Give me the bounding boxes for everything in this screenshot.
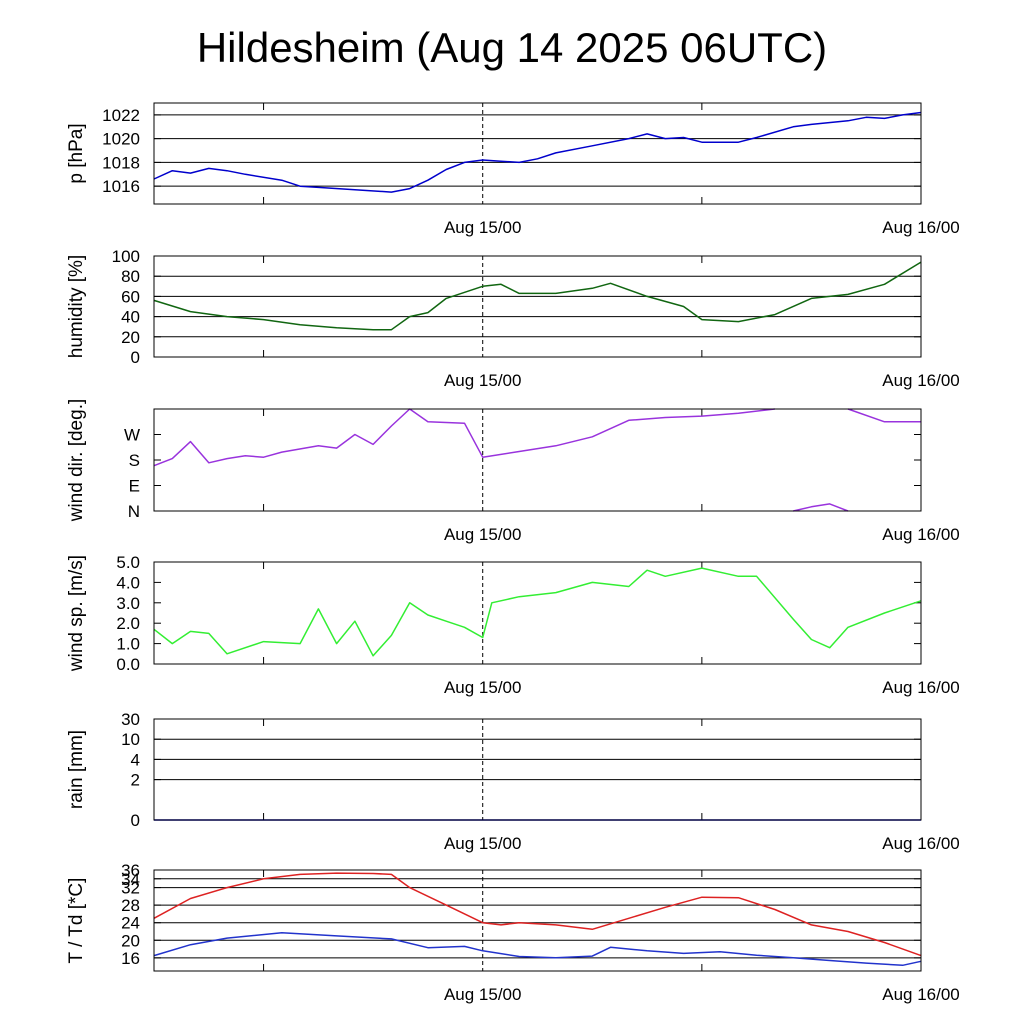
temperature-panel-frame — [153, 869, 922, 972]
wind_speed-ytick-label: 0.0 — [116, 655, 140, 674]
pressure-ytick-label: 1016 — [102, 177, 140, 196]
rain-ytick-label: 2 — [131, 771, 140, 790]
wind_direction-series-line-1 — [153, 408, 775, 467]
temperature-series-line-td — [153, 932, 922, 967]
pressure-xtick-label: Aug 15/00 — [444, 218, 522, 237]
wind_speed-ytick-label: 3.0 — [116, 594, 140, 613]
temperature-ytick-label: 20 — [121, 931, 140, 950]
humidity-xtick-label: Aug 15/00 — [444, 371, 522, 390]
temperature-xtick-label: Aug 16/00 — [882, 985, 960, 1004]
wind_direction-ytick-label: W — [124, 426, 140, 445]
rain-ytick-label: 30 — [121, 710, 140, 729]
wind_direction-ylabel: wind dir. [deg.] — [66, 399, 87, 523]
rain-ytick-label: 4 — [131, 750, 140, 769]
wind_speed-xtick-label: Aug 15/00 — [444, 678, 522, 697]
temperature-series-line-t — [153, 872, 922, 957]
humidity-ytick-label: 100 — [112, 247, 140, 266]
pressure-ytick-label: 1022 — [102, 106, 140, 125]
humidity-ytick-label: 20 — [121, 328, 140, 347]
temperature-ytick-label: 32 — [121, 879, 140, 898]
pressure-panel-frame — [153, 102, 922, 205]
wind_speed-ytick-label: 2.0 — [116, 614, 140, 633]
pressure-xtick-label: Aug 16/00 — [882, 218, 960, 237]
wind_speed-ytick-label: 1.0 — [116, 635, 140, 654]
rain-xtick-label: Aug 16/00 — [882, 834, 960, 853]
temperature-ylabel: T / Td [*C] — [66, 878, 87, 964]
wind_direction-ytick-label: N — [128, 502, 140, 521]
temperature-ytick-label: 28 — [121, 896, 140, 915]
wind_direction-series-line-2 — [847, 408, 921, 423]
rain-ytick-label: 10 — [121, 730, 140, 749]
rain-xtick-label: Aug 15/00 — [444, 834, 522, 853]
wind_direction-ytick-label: S — [129, 451, 140, 470]
humidity-ytick-label: 80 — [121, 267, 140, 286]
humidity-ytick-label: 60 — [121, 287, 140, 306]
chart-title: Hildesheim (Aug 14 2025 06UTC) — [196, 24, 828, 71]
wind_speed-xtick-label: Aug 16/00 — [882, 678, 960, 697]
humidity-ytick-label: 40 — [121, 308, 140, 327]
wind_speed-ytick-label: 4.0 — [116, 573, 140, 592]
rain-ylabel: rain [mm] — [66, 730, 87, 809]
humidity-series-line — [153, 261, 922, 331]
wind_speed-series-line — [153, 567, 922, 657]
wind_speed-panel-frame — [153, 561, 922, 665]
pressure-ytick-label: 1020 — [102, 130, 140, 149]
humidity-panel-frame — [153, 255, 922, 358]
wind_direction-ytick-label: E — [129, 477, 140, 496]
pressure-series-line — [153, 111, 922, 193]
humidity-ytick-label: 0 — [131, 348, 140, 367]
rain-panel-frame — [153, 718, 922, 821]
humidity-ylabel: humidity [%] — [66, 255, 87, 358]
wind_direction-panel-frame — [153, 408, 922, 512]
wind_speed-ytick-label: 5.0 — [116, 553, 140, 572]
pressure-ytick-label: 1018 — [102, 153, 140, 172]
rain-ytick-label: 0 — [131, 811, 140, 830]
humidity-xtick-label: Aug 16/00 — [882, 371, 960, 390]
wind_direction-xtick-label: Aug 15/00 — [444, 525, 522, 544]
temperature-xtick-label: Aug 15/00 — [444, 985, 522, 1004]
temperature-ytick-label: 16 — [121, 949, 140, 968]
pressure-ylabel: p [hPa] — [66, 123, 87, 183]
temperature-ytick-label: 36 — [121, 861, 140, 880]
temperature-ytick-label: 34 — [121, 870, 140, 889]
wind_direction-series-line-3 — [793, 503, 849, 512]
temperature-ytick-label: 24 — [121, 914, 140, 933]
wind_direction-xtick-label: Aug 16/00 — [882, 525, 960, 544]
wind_speed-ylabel: wind sp. [m/s] — [66, 555, 87, 672]
